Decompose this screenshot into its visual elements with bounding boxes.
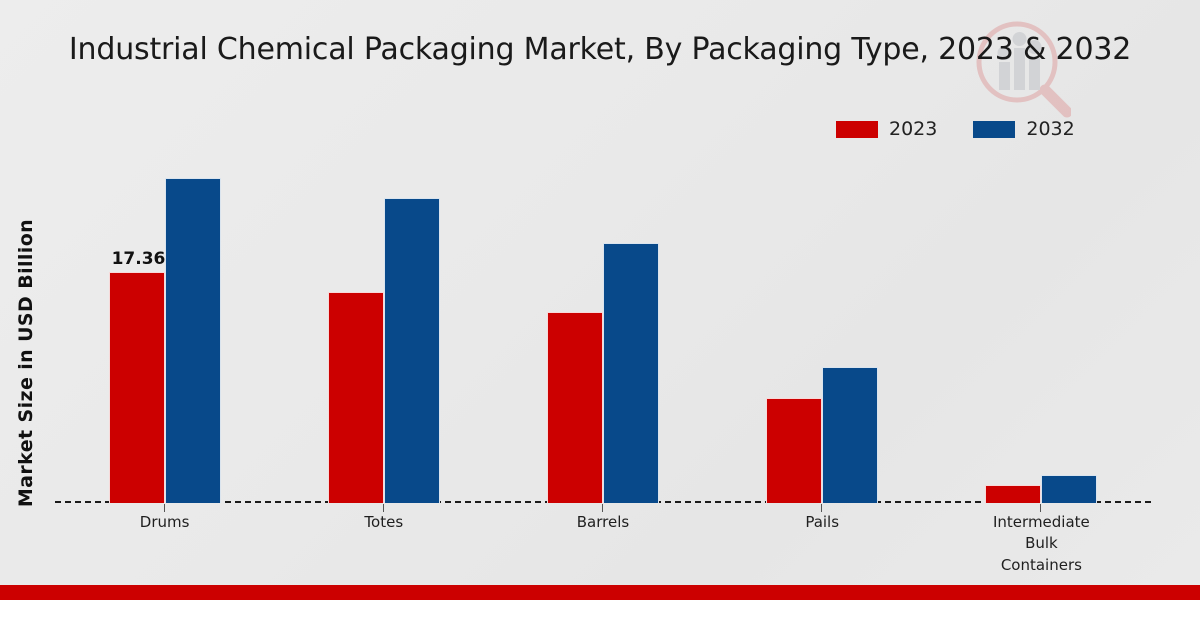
- bar-group: Intermediate Bulk Containers: [932, 150, 1151, 574]
- x-axis-label: Intermediate Bulk Containers: [932, 512, 1151, 576]
- legend-swatch-2023: [836, 121, 878, 138]
- x-axis-label-line: Bulk: [1025, 534, 1058, 553]
- legend-item-2032[interactable]: 2032: [973, 118, 1075, 140]
- bar-pair: [932, 150, 1151, 503]
- bar-2032-1[interactable]: [164, 177, 221, 503]
- x-axis-tick: [382, 504, 384, 512]
- bar-value-label: 17.36: [111, 248, 166, 269]
- x-axis-label-line: Containers: [1000, 555, 1082, 574]
- bar-pair: [493, 150, 712, 503]
- footer-accent-bar: [0, 585, 1200, 600]
- chart-legend: 2023 2032: [836, 120, 1075, 139]
- x-axis-label: Pails: [713, 512, 932, 533]
- bar-2032-2[interactable]: [383, 198, 440, 503]
- x-axis-tick: [821, 504, 823, 512]
- bar-group: Totes: [274, 150, 493, 531]
- bar-group: Barrels: [493, 150, 712, 531]
- x-axis-label: Drums: [55, 512, 274, 533]
- bar-pair: [713, 150, 932, 503]
- x-axis-label: Barrels: [493, 512, 712, 533]
- plot-area: Drums Totes Barrels Pails Intermediate Bulk Co…: [55, 150, 1151, 574]
- x-axis-tick: [601, 504, 603, 512]
- legend-label-2032: 2032: [1026, 118, 1075, 140]
- x-axis-label-line: Pails: [805, 513, 840, 531]
- bar-2032-4[interactable]: [822, 367, 879, 503]
- bar-pair: [274, 150, 493, 503]
- y-axis-title: Market Size in USD Billion: [15, 218, 37, 508]
- legend-label-2023: 2023: [889, 118, 938, 140]
- x-axis-label-line: Totes: [364, 513, 404, 531]
- x-axis-label-line: Barrels: [576, 513, 630, 531]
- x-axis-label: Totes: [274, 512, 493, 533]
- bar-group: Pails: [713, 150, 932, 531]
- bar-2023-3[interactable]: [546, 311, 603, 503]
- bar-2032-3[interactable]: [602, 243, 659, 503]
- chart-title: Industrial Chemical Packaging Market, By…: [68, 32, 1132, 67]
- legend-item-2023[interactable]: 2023: [836, 120, 937, 139]
- x-axis-tick: [163, 504, 165, 512]
- bar-group: Drums: [55, 150, 274, 531]
- bar-2023-1[interactable]: [108, 271, 165, 503]
- x-axis-label-line: Drums: [139, 513, 190, 531]
- x-axis-tick: [1040, 504, 1042, 512]
- legend-swatch-2032: [973, 121, 1016, 138]
- bar-pair: [55, 150, 274, 503]
- bar-2023-5[interactable]: [985, 484, 1042, 503]
- x-axis-label-line: Intermediate: [993, 513, 1090, 531]
- bar-2023-2[interactable]: [327, 291, 384, 503]
- bar-2023-4[interactable]: [766, 397, 823, 503]
- bar-2032-5[interactable]: [1041, 474, 1098, 503]
- chart-figure: Industrial Chemical Packaging Market, By…: [0, 0, 1200, 600]
